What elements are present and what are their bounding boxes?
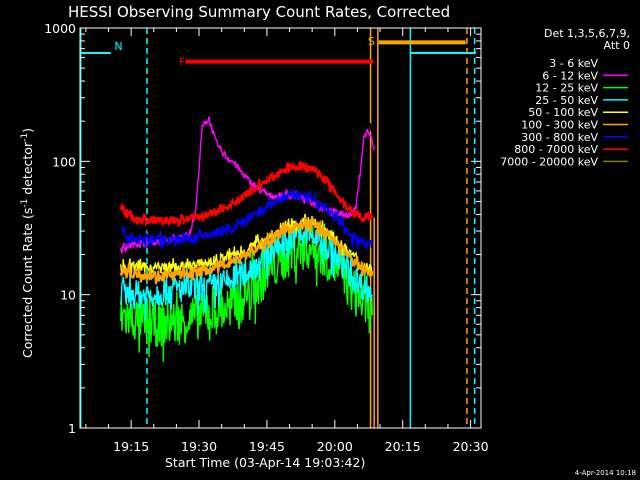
y-tick-label-3: 1000 (44, 21, 76, 36)
x-tick-label-5: 20:30 (453, 439, 489, 454)
y-axis-label-mid: detector (20, 141, 35, 199)
legend-label-2: 12 - 25 keV (535, 82, 598, 95)
legend-title-line-2: Att 0 (604, 39, 630, 52)
x-tick-label-1: 19:30 (181, 439, 217, 454)
y-tick-label-0: 1 (68, 421, 76, 436)
legend-label-5: 100 - 300 keV (521, 119, 598, 132)
legend-label-3: 25 - 50 keV (535, 94, 598, 107)
y-axis: 1 10 100 1000 (44, 21, 481, 436)
legend-label-0: 3 - 6 keV (549, 57, 598, 70)
plot-area: N F S (79, 28, 477, 428)
legend-label-1: 6 - 12 keV (542, 69, 598, 82)
y-axis-label-end: ) (20, 128, 35, 133)
series-line-5 (119, 215, 374, 285)
series-line-7 (119, 161, 374, 228)
y-tick-label-1: 10 (60, 288, 76, 303)
y-axis-label: Corrected Count Rate (s-1 detector-1) (20, 128, 35, 358)
legend-label-4: 50 - 100 keV (528, 106, 598, 119)
marker-n: N (114, 40, 122, 53)
legend-label-7: 800 - 7000 keV (514, 143, 598, 156)
y-axis-label-sup-2: -1 (20, 133, 30, 142)
chart-title: HESSI Observing Summary Count Rates, Cor… (68, 3, 450, 21)
x-tick-label-3: 20:00 (317, 439, 353, 454)
marker-s: S (368, 35, 375, 48)
y-axis-label-sup-1: -1 (20, 199, 30, 208)
x-axis: 19:15 19:30 19:45 20:00 20:15 20:30 (85, 28, 489, 454)
x-tick-label-4: 20:15 (385, 439, 421, 454)
legend-label-6: 300 - 800 keV (521, 131, 598, 144)
plot-frame (79, 27, 482, 429)
x-axis-label: Start Time (03-Apr-14 19:03:42) (165, 455, 365, 470)
legend-title-line-1: Det 1,3,5,6,7,9, (544, 27, 630, 40)
marker-f: F (179, 56, 185, 69)
series-line-6 (120, 187, 374, 251)
y-tick-label-2: 100 (52, 154, 76, 169)
timestamp: 4-Apr-2014 10:18 (575, 469, 636, 477)
x-tick-label-0: 19:15 (113, 439, 149, 454)
x-tick-label-2: 19:45 (249, 439, 285, 454)
y-axis-label-base: Corrected Count Rate (s (20, 208, 35, 358)
legend-label-8: 7000 - 20000 keV (500, 155, 598, 168)
